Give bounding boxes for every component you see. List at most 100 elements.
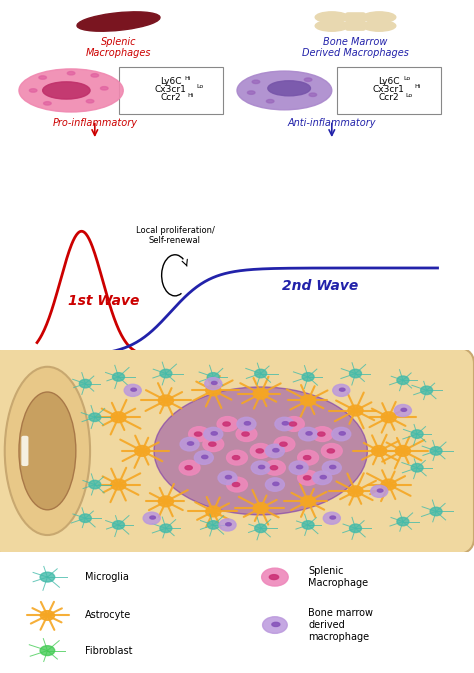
Circle shape (250, 444, 271, 458)
Text: Hi: Hi (185, 76, 191, 81)
Circle shape (227, 450, 247, 465)
Ellipse shape (242, 432, 249, 436)
Ellipse shape (5, 367, 90, 535)
Circle shape (189, 427, 210, 441)
Circle shape (349, 369, 362, 378)
Text: Lo: Lo (405, 93, 412, 98)
Text: Ly6C: Ly6C (160, 77, 182, 86)
Ellipse shape (185, 466, 192, 470)
Ellipse shape (209, 442, 216, 446)
Circle shape (100, 87, 108, 90)
Ellipse shape (289, 422, 297, 426)
Circle shape (89, 481, 101, 489)
Ellipse shape (131, 388, 137, 391)
Ellipse shape (226, 523, 231, 526)
Circle shape (79, 380, 91, 388)
Ellipse shape (237, 71, 332, 110)
Circle shape (348, 405, 363, 416)
Circle shape (79, 514, 91, 522)
Circle shape (263, 616, 287, 633)
Circle shape (395, 446, 410, 456)
Circle shape (255, 369, 267, 378)
Circle shape (283, 417, 304, 431)
Ellipse shape (211, 432, 217, 435)
Circle shape (371, 485, 388, 497)
Circle shape (40, 645, 55, 656)
Circle shape (309, 93, 317, 96)
Circle shape (275, 417, 294, 431)
Circle shape (299, 427, 318, 441)
Circle shape (236, 427, 257, 441)
Ellipse shape (259, 466, 264, 469)
Circle shape (289, 461, 308, 474)
Circle shape (253, 503, 268, 513)
Circle shape (135, 446, 150, 456)
Circle shape (44, 102, 51, 105)
Ellipse shape (268, 81, 310, 96)
Ellipse shape (339, 432, 345, 435)
Ellipse shape (232, 483, 240, 487)
Circle shape (321, 444, 342, 458)
Circle shape (333, 384, 350, 396)
Text: 2nd Wave: 2nd Wave (282, 279, 358, 293)
Circle shape (91, 73, 99, 77)
Ellipse shape (273, 448, 279, 452)
Ellipse shape (320, 475, 326, 479)
FancyBboxPatch shape (337, 67, 441, 114)
Ellipse shape (339, 388, 345, 391)
Ellipse shape (377, 489, 383, 492)
Ellipse shape (363, 20, 396, 31)
Circle shape (322, 461, 341, 474)
Text: Anti-inflammatory: Anti-inflammatory (288, 118, 376, 129)
Circle shape (237, 417, 256, 431)
Circle shape (218, 471, 237, 485)
Ellipse shape (401, 409, 407, 411)
Circle shape (206, 506, 221, 517)
Ellipse shape (43, 82, 90, 99)
Circle shape (180, 437, 199, 451)
Circle shape (251, 461, 270, 474)
FancyBboxPatch shape (21, 436, 28, 466)
Ellipse shape (318, 432, 325, 436)
Ellipse shape (280, 442, 287, 446)
Circle shape (394, 404, 411, 417)
Ellipse shape (296, 466, 302, 469)
Circle shape (160, 369, 172, 378)
Ellipse shape (211, 382, 217, 384)
Ellipse shape (223, 422, 230, 426)
Circle shape (219, 519, 236, 531)
Text: Ccr2: Ccr2 (160, 94, 181, 102)
Circle shape (274, 437, 295, 452)
Ellipse shape (225, 475, 231, 479)
Circle shape (348, 486, 363, 497)
Circle shape (264, 460, 285, 475)
Ellipse shape (256, 449, 264, 453)
Text: Splenic
Macrophages: Splenic Macrophages (86, 36, 151, 58)
Circle shape (255, 524, 267, 532)
Circle shape (411, 464, 423, 472)
Ellipse shape (315, 20, 348, 31)
Text: Lo: Lo (403, 76, 410, 81)
Text: Lo: Lo (197, 84, 204, 89)
Circle shape (265, 478, 284, 491)
Circle shape (323, 512, 340, 524)
Ellipse shape (272, 623, 280, 627)
Circle shape (252, 80, 260, 83)
Circle shape (89, 413, 101, 421)
Circle shape (381, 479, 396, 490)
Text: Microglia: Microglia (85, 572, 129, 582)
Ellipse shape (303, 456, 311, 460)
Circle shape (179, 460, 200, 475)
Circle shape (39, 76, 46, 79)
Circle shape (312, 427, 333, 441)
Circle shape (247, 91, 255, 94)
Ellipse shape (282, 421, 288, 425)
Circle shape (207, 521, 219, 529)
Ellipse shape (19, 69, 123, 112)
Text: Bone marrow
derived
macrophage: Bone marrow derived macrophage (308, 608, 373, 641)
Circle shape (349, 524, 362, 532)
Ellipse shape (202, 456, 208, 459)
Circle shape (207, 373, 219, 381)
Circle shape (112, 373, 125, 381)
Circle shape (205, 378, 222, 390)
